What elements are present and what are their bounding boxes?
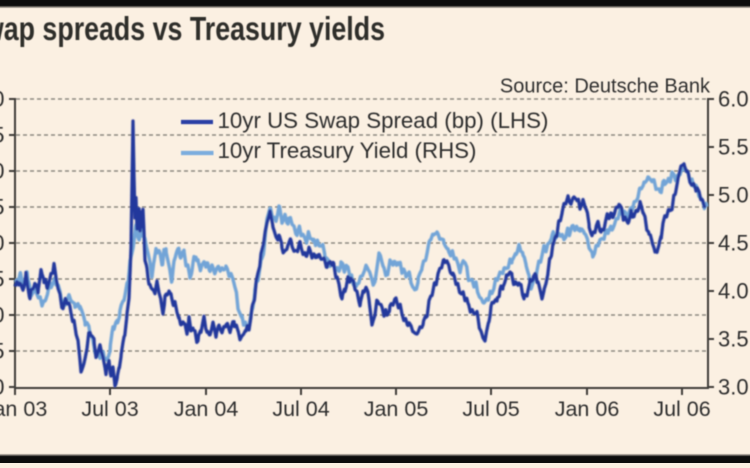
svg-text:Jul 04: Jul 04 — [272, 397, 329, 421]
svg-text:75: 75 — [0, 123, 5, 148]
svg-text:Jul 03: Jul 03 — [81, 397, 138, 421]
svg-text:70: 70 — [0, 159, 5, 184]
svg-text:Jul 06: Jul 06 — [653, 397, 710, 421]
svg-text:Jan 03: Jan 03 — [0, 397, 47, 421]
svg-text:55: 55 — [0, 267, 5, 292]
svg-text:10yr Treasury Yield (RHS): 10yr Treasury Yield (RHS) — [218, 138, 477, 163]
svg-text:4.5: 4.5 — [718, 231, 749, 256]
svg-text:3.5: 3.5 — [718, 327, 749, 352]
svg-text:Source: Deutsche Bank: Source: Deutsche Bank — [500, 76, 711, 98]
svg-text:40: 40 — [0, 375, 5, 400]
svg-text:5.5: 5.5 — [718, 135, 749, 160]
svg-text:4.0: 4.0 — [718, 279, 749, 304]
svg-text:10yr US Swap Spread (bp) (LHS): 10yr US Swap Spread (bp) (LHS) — [218, 108, 549, 133]
svg-text:Swap spreads vs Treasury yield: Swap spreads vs Treasury yields — [0, 11, 385, 47]
svg-text:Jan 06: Jan 06 — [555, 397, 620, 421]
svg-text:50: 50 — [0, 303, 5, 328]
svg-text:3.0: 3.0 — [718, 375, 749, 400]
svg-text:Jan 04: Jan 04 — [174, 397, 239, 421]
svg-text:Jan 05: Jan 05 — [364, 397, 429, 421]
svg-text:80: 80 — [0, 87, 5, 112]
svg-text:6.0: 6.0 — [718, 87, 749, 112]
svg-text:65: 65 — [0, 195, 5, 220]
svg-text:5.0: 5.0 — [718, 183, 749, 208]
svg-text:Jul 05: Jul 05 — [462, 397, 519, 421]
svg-text:45: 45 — [0, 339, 5, 364]
svg-text:60: 60 — [0, 231, 5, 256]
